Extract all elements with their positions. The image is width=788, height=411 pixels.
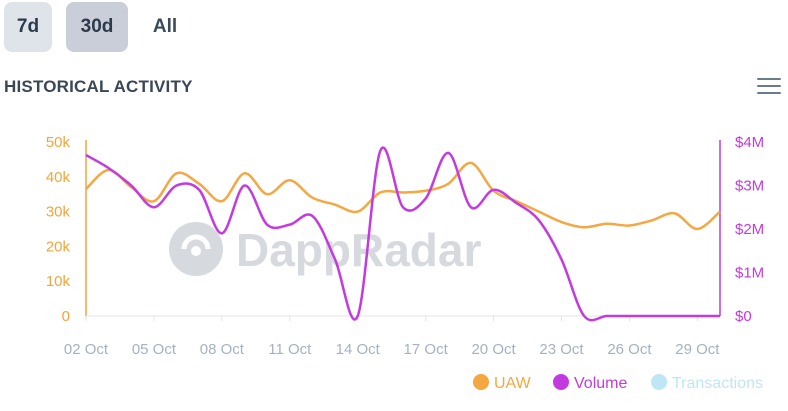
chart-title: HISTORICAL ACTIVITY (4, 77, 193, 96)
hamburger-menu-icon[interactable] (757, 78, 781, 96)
x-tick-label: 08 Oct (200, 341, 245, 358)
right-tick-label: $0 (735, 308, 752, 325)
left-tick-label: 40k (46, 169, 71, 186)
legend-label: Volume (574, 375, 627, 392)
left-tick-label: 10k (46, 273, 71, 290)
range-30d-button[interactable]: 30d (66, 2, 128, 52)
right-tick-label: $4M (735, 134, 764, 151)
right-tick-label: $3M (735, 178, 764, 195)
legend-item-transactions[interactable]: Transactions (651, 374, 763, 392)
watermark-logo-dot (191, 246, 201, 256)
legend-label: Transactions (672, 375, 763, 392)
watermark-text: DappRadar (236, 224, 481, 276)
x-tick-label: 29 Oct (675, 341, 720, 358)
left-tick-label: 20k (46, 238, 71, 255)
left-tick-label: 0 (62, 308, 70, 325)
left-tick-label: 50k (46, 134, 71, 151)
x-tick-label: 02 Oct (64, 341, 109, 358)
x-tick-label: 11 Oct (268, 341, 312, 358)
x-tick-label: 20 Oct (471, 341, 516, 358)
range-all-button[interactable]: All (140, 2, 190, 52)
legend-marker (553, 374, 569, 390)
left-tick-label: 30k (46, 204, 71, 221)
series-line-uaw (85, 161, 721, 231)
right-tick-label: $1M (735, 265, 764, 282)
x-tick-label: 26 Oct (607, 341, 652, 358)
legend-item-uaw[interactable]: UAW (473, 374, 532, 392)
dappradar-watermark: DappRadar (169, 222, 481, 276)
range-7d-button[interactable]: 7d (4, 2, 52, 52)
legend-label: UAW (494, 375, 532, 392)
right-tick-label: $2M (735, 221, 764, 238)
x-tick-label: 14 Oct (336, 341, 381, 358)
legend-marker (651, 374, 667, 390)
legend-marker (473, 374, 489, 390)
watermark-logo-arc (181, 234, 211, 250)
series-line-volume (85, 146, 720, 322)
x-tick-label: 23 Oct (539, 341, 584, 358)
x-tick-label: 17 Oct (404, 341, 449, 358)
legend-item-volume[interactable]: Volume (553, 374, 627, 392)
x-tick-label: 05 Oct (132, 341, 177, 358)
